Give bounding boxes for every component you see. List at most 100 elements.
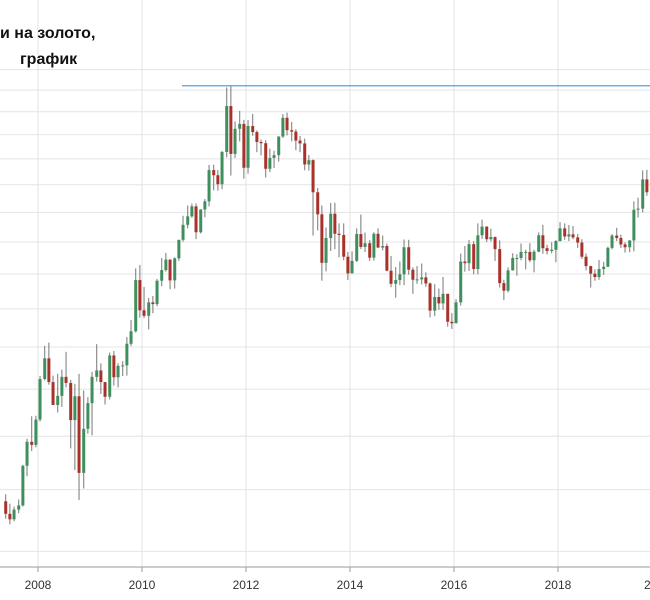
candle-body xyxy=(177,239,181,259)
candle-body xyxy=(160,270,164,281)
candle-body xyxy=(164,259,168,271)
candle-body xyxy=(194,206,198,233)
candle-body xyxy=(51,382,55,405)
candle-body xyxy=(251,126,255,133)
candle-body xyxy=(363,243,367,247)
candle-body xyxy=(615,235,619,238)
candle-body xyxy=(619,237,623,245)
candle-body xyxy=(186,216,190,225)
candle-body xyxy=(320,214,324,263)
candle-body xyxy=(155,280,159,305)
candle-body xyxy=(550,249,554,252)
candle-body xyxy=(121,365,125,367)
candle-body xyxy=(233,128,237,154)
candle-body xyxy=(489,237,493,240)
candle-body xyxy=(580,242,584,257)
candle-body xyxy=(77,396,81,473)
candle-body xyxy=(212,170,216,176)
candle-body xyxy=(225,106,229,152)
candle-body xyxy=(290,130,294,132)
candle-body xyxy=(355,234,359,261)
candle-body xyxy=(597,269,601,278)
candle-body xyxy=(411,269,415,280)
candle-body xyxy=(636,208,640,210)
candle-body xyxy=(147,302,151,316)
candle-body xyxy=(446,293,450,322)
candle-body xyxy=(645,179,649,193)
candle-body xyxy=(47,358,51,383)
candle-body xyxy=(558,228,562,242)
candle-body xyxy=(73,396,77,421)
candle-body xyxy=(571,234,575,238)
candle-body xyxy=(511,257,515,271)
candle-body xyxy=(21,465,25,506)
candle-body xyxy=(576,237,580,243)
chart-subtitle: график xyxy=(20,51,78,68)
candle-body xyxy=(350,260,354,274)
candle-body xyxy=(56,395,60,405)
candle-body xyxy=(541,235,545,249)
candle-body xyxy=(524,251,528,253)
candle-body xyxy=(402,247,406,275)
candle-body xyxy=(589,266,593,274)
candle-body xyxy=(30,441,34,445)
candle-body xyxy=(203,201,207,210)
candle-body xyxy=(467,244,471,264)
candle-body xyxy=(12,509,16,520)
candle-body xyxy=(454,302,458,324)
candle-body xyxy=(506,270,510,291)
candle-body xyxy=(554,241,558,250)
candle-body xyxy=(398,274,402,281)
candle-body xyxy=(8,513,12,520)
candle-body xyxy=(324,237,328,263)
candle-body xyxy=(333,213,337,234)
candle-body xyxy=(584,256,588,267)
candle-body xyxy=(385,245,389,271)
candle-body xyxy=(43,358,47,380)
candle-body xyxy=(207,170,211,202)
candle-body xyxy=(394,280,398,284)
candle-body xyxy=(138,280,142,311)
candle-body xyxy=(90,376,94,404)
chart-title: и на золото, xyxy=(0,25,95,42)
candle-body xyxy=(25,441,29,466)
candle-body xyxy=(610,235,614,248)
x-tick-label: 2 xyxy=(644,578,650,592)
candle-body xyxy=(86,403,90,429)
candle-body xyxy=(294,131,298,141)
candle-body xyxy=(316,192,320,215)
candle-body xyxy=(359,234,363,247)
candle-body xyxy=(38,379,42,420)
x-tick-label: 2016 xyxy=(441,578,468,592)
candle-body xyxy=(69,382,73,421)
candle-body xyxy=(368,243,372,258)
candle-body xyxy=(181,224,185,240)
candle-body xyxy=(641,179,645,209)
candle-body xyxy=(602,266,606,270)
candle-body xyxy=(307,160,311,165)
candle-body xyxy=(134,280,138,332)
x-tick-label: 2014 xyxy=(337,578,364,592)
candle-body xyxy=(238,123,242,129)
candle-body xyxy=(255,132,259,142)
candle-body xyxy=(116,365,120,378)
candle-body xyxy=(433,296,437,311)
x-tick-label: 2010 xyxy=(129,578,156,592)
candle-body xyxy=(337,233,341,235)
candle-body xyxy=(567,234,571,237)
candle-body xyxy=(142,310,146,316)
candle-body xyxy=(108,355,112,397)
candle-body xyxy=(246,126,250,168)
candle-body xyxy=(450,321,454,324)
candle-body xyxy=(112,355,116,378)
candle-body xyxy=(329,213,333,238)
candle-body xyxy=(493,237,497,250)
candle-body xyxy=(303,143,307,165)
candle-body xyxy=(381,245,385,248)
candle-body xyxy=(125,343,129,366)
candle-body xyxy=(268,157,272,169)
candle-body xyxy=(441,293,445,304)
candle-body xyxy=(220,151,224,185)
candle-body xyxy=(632,209,636,241)
candle-body xyxy=(4,501,8,514)
